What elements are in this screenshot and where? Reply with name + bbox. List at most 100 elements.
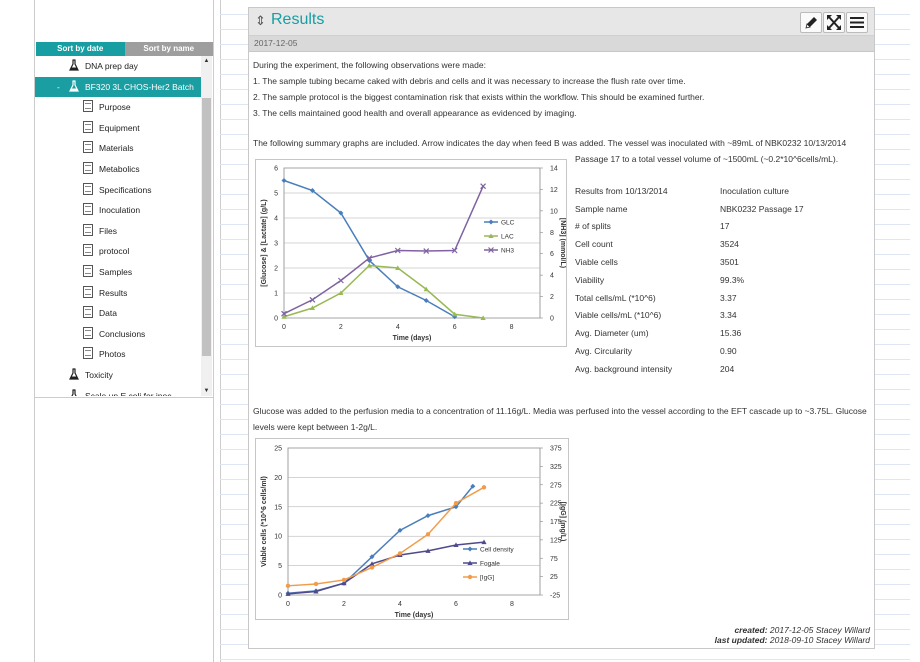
tree-item-label: Toxicity xyxy=(85,369,113,380)
pencil-icon xyxy=(805,17,817,29)
y2-tick-label: 175 xyxy=(550,519,562,526)
y-tick-label: 2 xyxy=(274,266,278,273)
tree-item-samples[interactable]: Samples xyxy=(35,262,201,283)
scroll-thumb[interactable] xyxy=(202,98,211,356)
cell-growth-chart-svg: 0 5 10 15 20 25 -25 25 75 125 175 225 275 325 375 0 2 4 6 8… xyxy=(260,446,566,620)
tree-item-label: Conclusions xyxy=(99,328,146,339)
data-point xyxy=(337,277,344,284)
legend-label: GLC xyxy=(501,220,515,227)
legend-marker xyxy=(488,233,494,238)
flask-icon xyxy=(69,56,79,77)
data-point xyxy=(425,513,431,519)
data-point xyxy=(366,255,373,261)
collapse-toggle[interactable]: - xyxy=(57,81,60,92)
summary-text-line1: The following summary graphs are include… xyxy=(253,138,847,148)
observation-1: 1. The sample tubing became caked with d… xyxy=(253,76,686,86)
summary-text-line2: Passage 17 to a total vessel volume of ~… xyxy=(575,154,839,164)
y2-tick-label: 325 xyxy=(550,464,562,471)
table-row: # of splits 17 xyxy=(575,218,804,236)
y-tick-label: 15 xyxy=(274,504,282,511)
x-tick-label: 8 xyxy=(510,601,514,608)
document-icon xyxy=(83,138,93,159)
data-point xyxy=(285,591,291,596)
table-row: Total cells/mL (*10^6) 3.37 xyxy=(575,289,804,307)
document-icon xyxy=(83,221,93,242)
y2-tick-label: 12 xyxy=(550,187,558,194)
legend-marker xyxy=(467,560,473,565)
table-key: Avg. background intensity xyxy=(575,363,673,374)
table-value: 99.3% xyxy=(720,274,745,285)
document-icon xyxy=(83,283,93,304)
series-line-celldensity xyxy=(287,485,474,594)
tree-item-equipment[interactable]: Equipment xyxy=(35,118,201,139)
tree-item-data[interactable]: Data xyxy=(35,303,201,324)
y2-tick-label: 14 xyxy=(550,166,558,173)
tree-item-toxicity[interactable]: Toxicity xyxy=(35,365,201,386)
experiment-tree: DNA prep day - BF320 3L CHOS-Her2 Batch Pur… xyxy=(35,56,201,396)
glucose-text-line1: Glucose was added to the perfusion media… xyxy=(253,406,867,416)
tree-item-specifications[interactable]: Specifications xyxy=(35,180,201,201)
tree-item-label: Specifications xyxy=(99,184,152,195)
table-value: 15.36 xyxy=(720,328,742,339)
tree-item-label: Scale up E coli for inoc xyxy=(85,390,172,397)
y2-tick-label: 0 xyxy=(550,316,554,323)
table-value: 0.90 xyxy=(720,346,737,357)
sidebar-scrollbar[interactable]: ▲ ▼ xyxy=(201,56,212,396)
y2-tick-label: 6 xyxy=(550,251,554,258)
edit-button[interactable] xyxy=(800,12,822,33)
tree-item-protocol[interactable]: protocol xyxy=(35,241,201,262)
scroll-down-arrow-icon[interactable]: ▼ xyxy=(203,388,210,394)
series-line-nh3 xyxy=(283,185,484,315)
tree-item-conclusions[interactable]: Conclusions xyxy=(35,324,201,345)
data-point xyxy=(453,504,459,510)
data-point xyxy=(480,315,486,320)
tree-item-label: Samples xyxy=(99,266,133,277)
tree-item-purpose[interactable]: Purpose xyxy=(35,97,201,118)
y2-tick-label: 10 xyxy=(550,208,558,215)
menu-button[interactable] xyxy=(846,12,868,33)
table-key: Avg. Circularity xyxy=(575,346,632,357)
tree-item-label: Inoculation xyxy=(99,205,141,216)
flask-icon xyxy=(69,77,79,98)
glucose-text-line2: levels were kept between 1-2g/L. xyxy=(253,422,378,432)
data-point xyxy=(309,188,315,193)
legend-marker xyxy=(488,247,494,253)
tree-item-scale-up-e-coli-for-inoc[interactable]: Scale up E coli for inoc xyxy=(35,386,201,397)
x-tick-label: 0 xyxy=(282,324,286,331)
sort-tabs: Sort by date Sort by name xyxy=(36,42,213,56)
legend-marker xyxy=(467,546,473,552)
tree-item-files[interactable]: Files xyxy=(35,221,201,242)
table-key: # of splits xyxy=(575,221,611,232)
expand-icon xyxy=(827,15,841,30)
data-point xyxy=(397,551,403,556)
x-axis-title: Time (days) xyxy=(395,612,434,619)
tree-item-materials[interactable]: Materials xyxy=(35,138,201,159)
sort-by-name-tab[interactable]: Sort by name xyxy=(124,42,213,56)
tree-item-label: Files xyxy=(99,225,117,236)
table-row: Sample name NBK0232 Passage 17 xyxy=(575,200,804,218)
document-icon xyxy=(83,159,93,180)
scroll-up-arrow-icon[interactable]: ▲ xyxy=(203,58,210,64)
data-point xyxy=(481,485,487,490)
sort-by-date-tab[interactable]: Sort by date xyxy=(36,42,125,56)
tree-item-results[interactable]: Results xyxy=(35,283,201,304)
tree-item-dna-prep-day[interactable]: DNA prep day xyxy=(35,56,201,77)
sort-handle-icon[interactable]: ⇕ xyxy=(255,13,266,28)
table-value: 204 xyxy=(720,363,735,374)
x-axis-title: Time (days) xyxy=(393,335,432,342)
entry-date: 2017-12-05 xyxy=(249,36,874,52)
table-value: 17 xyxy=(720,221,730,232)
observation-2: 2. The sample protocol is the biggest co… xyxy=(253,92,705,102)
document-icon xyxy=(83,200,93,221)
tree-item-photos[interactable]: Photos xyxy=(35,344,201,365)
y-tick-label: 5 xyxy=(274,191,278,198)
tree-item-bf320-3l-chos-her2-batch[interactable]: - BF320 3L CHOS-Her2 Batch xyxy=(35,76,201,98)
tree-item-inoculation[interactable]: Inoculation xyxy=(35,200,201,221)
data-point xyxy=(313,588,319,594)
data-point xyxy=(395,265,401,270)
document-icon xyxy=(83,97,93,118)
table-key: Viable cells xyxy=(575,257,618,268)
expand-button[interactable] xyxy=(823,12,845,33)
tree-item-metabolics[interactable]: Metabolics xyxy=(35,159,201,180)
